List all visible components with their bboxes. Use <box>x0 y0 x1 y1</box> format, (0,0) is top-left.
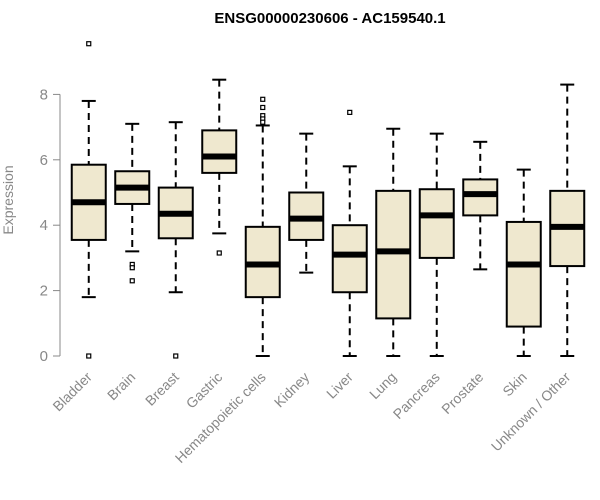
iqr-box <box>375 189 412 320</box>
y-axis: 0 2 4 6 8 <box>40 86 61 365</box>
outlier-point <box>260 119 266 125</box>
chart-title: ENSG00000230606 - AC159540.1 <box>214 10 445 27</box>
outlier-point <box>216 250 222 256</box>
box-gastric <box>201 78 238 256</box>
outlier-point <box>129 278 135 284</box>
outlier-point <box>86 353 92 359</box>
iqr-box <box>505 220 542 328</box>
outlier-point <box>260 104 266 111</box>
x-tick-label: Prostate <box>438 369 486 417</box>
outlier-point <box>129 265 135 271</box>
box-brain <box>114 122 151 284</box>
y-tick-label: 2 <box>40 283 48 300</box>
x-tick-label: Pancreas <box>390 369 443 422</box>
x-tick-label: Breast <box>142 369 182 409</box>
iqr-box <box>462 178 499 217</box>
box-bladder <box>70 41 107 359</box>
iqr-box <box>418 188 455 259</box>
y-tick-label: 6 <box>40 152 48 169</box>
outlier-point <box>347 109 353 115</box>
x-tick-label: Gastric <box>183 369 226 412</box>
iqr-box <box>331 224 368 294</box>
box-breast <box>157 121 194 359</box>
outlier-point <box>260 96 266 102</box>
x-tick-label: Brain <box>104 369 138 403</box>
box-hematopoietic-cells <box>244 96 281 357</box>
y-tick-label: 0 <box>40 348 48 365</box>
box-skin <box>505 168 542 357</box>
box-group <box>70 41 586 359</box>
x-tick-label: Kidney <box>271 369 313 411</box>
x-tick-label: Lung <box>366 369 399 402</box>
box-pancreas <box>418 132 455 357</box>
y-tick-label: 8 <box>40 86 48 103</box>
box-prostate <box>462 140 499 271</box>
outlier-point <box>86 41 92 47</box>
box-lung <box>375 127 412 357</box>
x-tick-label: Bladder <box>49 369 95 415</box>
box-unknown-other <box>549 83 586 357</box>
iqr-box <box>201 129 238 174</box>
outlier-point <box>173 353 179 359</box>
x-tick-label: Skin <box>499 369 530 400</box>
box-kidney <box>288 132 325 274</box>
y-axis-label: Expression <box>0 165 16 234</box>
y-tick-label: 4 <box>40 217 48 234</box>
x-tick-label: Liver <box>323 369 356 402</box>
box-liver <box>331 109 368 357</box>
x-tick-label: Unknown / Other <box>488 369 574 455</box>
